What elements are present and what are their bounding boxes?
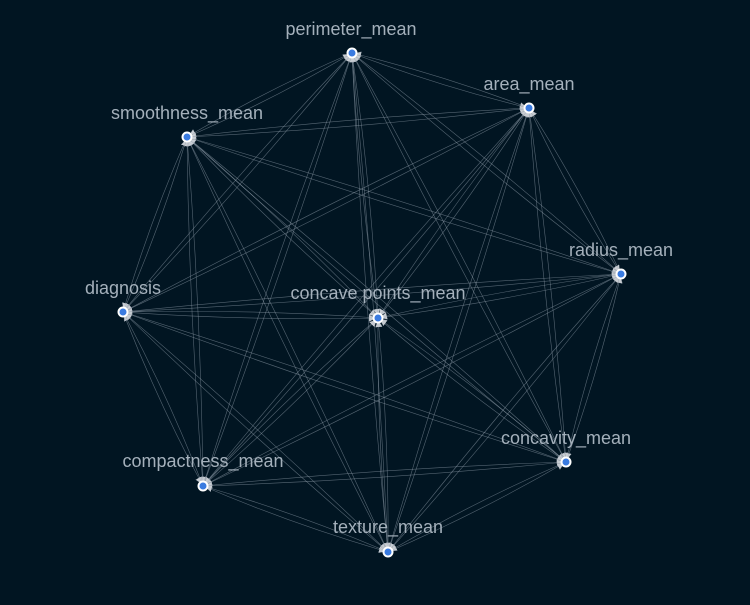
edge-perimeter_mean-concavity_mean-rev	[351, 52, 567, 463]
edge-concavity_mean-compactness_mean-rev	[202, 462, 567, 487]
labels-layer: perimeter_mean area_mean smoothness_meanra…	[85, 19, 673, 538]
edge-perimeter_mean-texture_mean-fwd	[351, 52, 388, 553]
node-texture_mean[interactable]	[382, 546, 394, 558]
node-label-concavity_mean: concavity_mean	[501, 428, 631, 449]
node-perimeter_mean[interactable]	[346, 47, 358, 59]
nodes-layer	[117, 47, 627, 558]
node-radius_mean[interactable]	[615, 268, 627, 280]
edge-radius_mean-compactness_mean-rev	[202, 273, 622, 487]
edge-diagnosis-compactness_mean-fwd	[122, 311, 204, 487]
edge-radius_mean-diagnosis-rev	[122, 274, 622, 313]
edge-perimeter_mean-compactness_mean-rev	[202, 52, 352, 487]
node-label-smoothness_mean: smoothness_mean	[111, 103, 263, 124]
edge-smoothness_mean-compactness_mean-fwd	[186, 136, 203, 487]
node-label-perimeter_mean: perimeter_mean	[285, 19, 416, 40]
edge-diagnosis-concavity_mean-rev	[122, 312, 567, 463]
edge-perimeter_mean-concave_points_mean-rev	[352, 52, 379, 319]
edge-concave_points_mean-compactness_mean-fwd	[202, 317, 379, 487]
edge-smoothness_mean-concave_points_mean-rev	[186, 136, 379, 319]
edge-concavity_mean-texture_mean-rev	[387, 461, 567, 553]
node-label-compactness_mean: compactness_mean	[122, 451, 283, 472]
node-label-area_mean: area_mean	[483, 74, 574, 95]
edge-smoothness_mean-radius_mean-fwd	[186, 136, 622, 274]
edge-perimeter_mean-concavity_mean-fwd	[351, 52, 567, 463]
edge-radius_mean-diagnosis-fwd	[122, 273, 622, 312]
edge-area_mean-diagnosis-rev	[122, 107, 530, 313]
node-label-diagnosis: diagnosis	[85, 278, 161, 298]
edge-compactness_mean-texture_mean-rev	[202, 486, 389, 553]
edge-smoothness_mean-radius_mean-rev	[186, 137, 622, 275]
edge-smoothness_mean-concavity_mean-rev	[186, 136, 567, 463]
edge-area_mean-texture_mean-rev	[387, 107, 529, 553]
edge-radius_mean-compactness_mean-fwd	[202, 273, 622, 487]
edge-smoothness_mean-texture_mean-rev	[186, 136, 389, 553]
edges-layer	[123, 53, 621, 552]
edge-perimeter_mean-area_mean-fwd	[351, 52, 530, 108]
edge-radius_mean-concavity_mean-rev	[565, 273, 621, 463]
edge-radius_mean-texture_mean-fwd	[387, 273, 622, 553]
edge-concave_points_mean-compactness_mean-rev	[202, 317, 379, 487]
edge-area_mean-radius_mean-fwd	[528, 107, 622, 275]
edge-perimeter_mean-smoothness_mean-rev	[186, 52, 353, 138]
edge-area_mean-concavity_mean-rev	[529, 107, 567, 463]
edge-diagnosis-concave_points_mean-fwd	[122, 311, 379, 319]
node-smoothness_mean[interactable]	[181, 131, 193, 143]
edge-diagnosis-concave_points_mean-rev	[122, 311, 379, 319]
edge-concavity_mean-compactness_mean-fwd	[202, 461, 567, 486]
edge-concave_points_mean-texture_mean-fwd	[377, 317, 388, 553]
edge-radius_mean-concave_points_mean-fwd	[377, 273, 622, 318]
edge-perimeter_mean-radius_mean-rev	[351, 52, 622, 275]
node-area_mean[interactable]	[523, 102, 535, 114]
edge-area_mean-radius_mean-rev	[528, 107, 622, 275]
node-label-concave_points_mean: concave points_mean	[290, 283, 465, 304]
node-concavity_mean[interactable]	[560, 456, 572, 468]
edge-smoothness_mean-diagnosis-rev	[122, 136, 187, 313]
edge-area_mean-concave_points_mean-fwd	[377, 107, 530, 319]
node-label-texture_mean: texture_mean	[333, 517, 443, 538]
edge-perimeter_mean-texture_mean-rev	[352, 52, 389, 553]
node-diagnosis[interactable]	[117, 306, 129, 318]
edge-area_mean-compactness_mean-rev	[202, 107, 530, 487]
edge-concave_points_mean-texture_mean-rev	[378, 317, 389, 553]
edge-radius_mean-concave_points_mean-rev	[377, 274, 622, 319]
edge-perimeter_mean-area_mean-rev	[351, 53, 530, 109]
edge-area_mean-smoothness_mean-rev	[186, 108, 530, 138]
edge-smoothness_mean-diagnosis-fwd	[123, 136, 188, 313]
edge-radius_mean-texture_mean-rev	[387, 273, 622, 553]
edge-smoothness_mean-concave_points_mean-fwd	[186, 136, 379, 319]
edge-radius_mean-concavity_mean-fwd	[566, 273, 622, 463]
edge-area_mean-texture_mean-fwd	[388, 107, 530, 553]
edge-area_mean-smoothness_mean-fwd	[186, 107, 530, 137]
edge-perimeter_mean-smoothness_mean-fwd	[186, 52, 353, 138]
edge-concavity_mean-texture_mean-fwd	[387, 461, 567, 553]
edge-area_mean-compactness_mean-fwd	[202, 107, 530, 487]
edge-area_mean-diagnosis-fwd	[122, 107, 530, 313]
node-concave_points_mean[interactable]	[372, 312, 384, 324]
edge-area_mean-concave_points_mean-rev	[377, 107, 530, 319]
edge-diagnosis-concavity_mean-fwd	[122, 311, 567, 462]
node-compactness_mean[interactable]	[197, 480, 209, 492]
node-label-radius_mean: radius_mean	[569, 240, 673, 261]
edge-concave_points_mean-concavity_mean-rev	[377, 317, 567, 463]
edge-smoothness_mean-texture_mean-fwd	[186, 136, 389, 553]
edge-perimeter_mean-compactness_mean-fwd	[203, 52, 353, 487]
edge-diagnosis-compactness_mean-rev	[122, 311, 204, 487]
edge-concave_points_mean-concavity_mean-fwd	[377, 317, 567, 463]
edge-perimeter_mean-concave_points_mean-fwd	[351, 52, 378, 319]
edge-compactness_mean-texture_mean-fwd	[202, 485, 389, 552]
